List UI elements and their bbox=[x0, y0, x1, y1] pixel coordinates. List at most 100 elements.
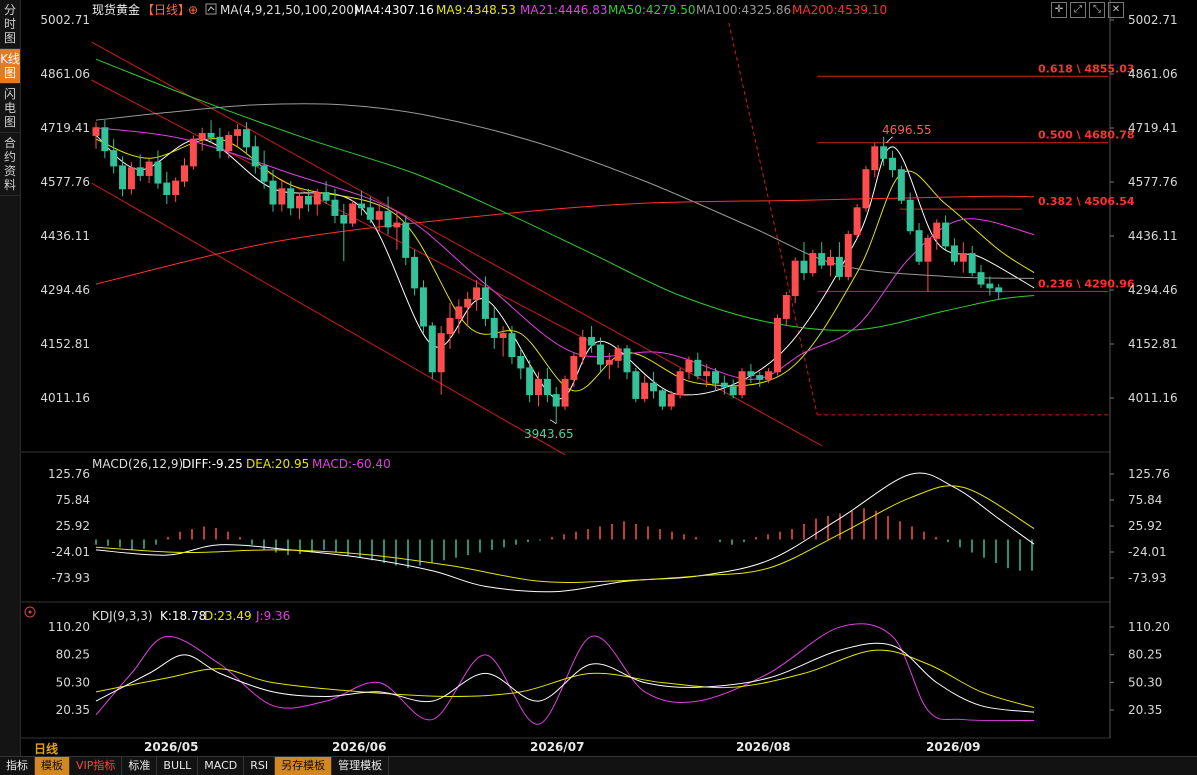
tab-timeshare[interactable]: 分时图 bbox=[0, 0, 20, 49]
standard-button[interactable]: 标准 bbox=[122, 757, 158, 775]
candle-down bbox=[596, 344, 604, 365]
price-tick-label-left: 4436.11 bbox=[40, 229, 90, 243]
candle-up bbox=[473, 287, 481, 300]
candle-down bbox=[260, 165, 268, 182]
candle-down bbox=[658, 390, 666, 407]
candle-up bbox=[198, 132, 206, 140]
template-button[interactable]: 模板 bbox=[35, 757, 70, 775]
candle-down bbox=[110, 150, 118, 167]
candle-down bbox=[154, 161, 162, 184]
candle-down bbox=[428, 325, 436, 373]
ma9-line bbox=[95, 138, 1035, 392]
candle-down bbox=[942, 222, 950, 247]
ma-settings-icon[interactable] bbox=[205, 3, 217, 15]
ma-params: MA(4,9,21,50,100,200) bbox=[220, 3, 359, 17]
candle-up bbox=[375, 211, 383, 220]
date-label-jun: 2026/06 bbox=[332, 740, 386, 754]
kdj-tick-label-left: 50.30 bbox=[56, 675, 90, 689]
fib-level-label: 0.382 \ 4506.54 bbox=[1038, 195, 1135, 208]
bull-button[interactable]: BULL bbox=[157, 757, 199, 775]
candle-up bbox=[782, 295, 790, 319]
candle-up bbox=[685, 359, 693, 373]
candle-down bbox=[358, 203, 365, 209]
candle-up bbox=[959, 253, 967, 262]
window-controls: ✛ ⤢ ⤡ ✕ bbox=[1051, 2, 1124, 18]
kdj-k-line bbox=[95, 642, 1035, 713]
price-tick-label-left: 4294.46 bbox=[40, 283, 90, 297]
fib-level-label: 0.500 \ 4680.78 bbox=[1038, 129, 1135, 142]
tab-flash[interactable]: 闪电图 bbox=[0, 84, 20, 133]
tab-kline[interactable]: K线图 bbox=[0, 49, 20, 84]
low-marker bbox=[549, 419, 557, 425]
kdj-tick-label-left: 110.20 bbox=[48, 620, 90, 634]
candle-down bbox=[720, 382, 728, 388]
candle-up bbox=[455, 306, 463, 319]
candle-up bbox=[667, 394, 675, 407]
price-tick-label-right: 4861.06 bbox=[1128, 67, 1178, 81]
candle-down bbox=[251, 146, 259, 167]
candle-down bbox=[712, 371, 719, 384]
candle-down bbox=[977, 272, 985, 285]
candle-up bbox=[614, 348, 622, 361]
candle-down bbox=[650, 382, 658, 392]
indicator-menu-icon[interactable] bbox=[24, 606, 36, 618]
candle-up bbox=[579, 336, 587, 358]
period-indicator: 日线 bbox=[34, 741, 58, 756]
candle-up bbox=[92, 127, 100, 136]
candle-down bbox=[995, 287, 1003, 293]
collapse-icon[interactable]: ⤡ bbox=[1089, 2, 1105, 18]
candle-down bbox=[481, 287, 489, 319]
candle-down bbox=[543, 378, 551, 396]
kdj-k-label: K:18.78 bbox=[160, 609, 206, 623]
candle-down bbox=[242, 129, 250, 148]
candle-up bbox=[464, 298, 472, 308]
candle-down bbox=[119, 165, 127, 190]
expand-icon[interactable]: ⤢ bbox=[1070, 2, 1086, 18]
candle-up bbox=[127, 167, 135, 190]
macd-tick-label-right: 25.92 bbox=[1128, 519, 1162, 533]
candle-up bbox=[871, 146, 879, 171]
ma50-line bbox=[95, 58, 1035, 331]
candle-up bbox=[437, 333, 445, 373]
candle-down bbox=[915, 230, 923, 262]
chart-area[interactable]: 0.618 \ 4855.03 0.500 \ 4680.78 0.382 \ 45… bbox=[20, 0, 1197, 756]
rsi-button[interactable]: RSI bbox=[244, 757, 276, 775]
candle-up bbox=[791, 260, 799, 297]
add-icon[interactable]: ⊕ bbox=[188, 3, 198, 17]
candle-up bbox=[570, 356, 578, 380]
candle-up bbox=[765, 371, 773, 380]
vip-indicator-button[interactable]: VIP指标 bbox=[70, 757, 123, 775]
indicator-button[interactable]: 指标 bbox=[0, 757, 35, 775]
close-icon[interactable]: ✕ bbox=[1108, 2, 1124, 18]
candle-down bbox=[968, 253, 976, 274]
candle-down bbox=[747, 371, 755, 377]
candle-up bbox=[145, 161, 153, 176]
date-label-aug: 2026/08 bbox=[736, 740, 790, 754]
candle-down bbox=[800, 260, 808, 274]
macd-button[interactable]: MACD bbox=[198, 757, 245, 775]
channel-lower-line bbox=[91, 182, 566, 456]
candles bbox=[92, 120, 1003, 425]
candle-up bbox=[853, 207, 861, 236]
kdj-tick-label-right: 50.30 bbox=[1128, 675, 1162, 689]
candle-up bbox=[181, 165, 188, 182]
sidebar: 分时图 K线图 闪电图 合约资料 bbox=[0, 0, 21, 756]
macd-tick-label-right: -73.93 bbox=[1128, 571, 1167, 585]
macd-tick-label-left: -73.93 bbox=[51, 571, 90, 585]
save-template-button[interactable]: 另存模板 bbox=[275, 757, 333, 775]
candle-down bbox=[136, 167, 144, 176]
macd-diff-line bbox=[95, 472, 1035, 593]
candle-down bbox=[402, 222, 410, 258]
price-tick-label-right: 4719.41 bbox=[1128, 121, 1178, 135]
kdj-tick-label-left: 80.25 bbox=[56, 648, 90, 662]
tab-contract-info[interactable]: 合约资料 bbox=[0, 133, 20, 196]
price-tick-label-right: 4436.11 bbox=[1128, 229, 1178, 243]
macd-diff-label: DIFF:-9.25 bbox=[182, 457, 243, 471]
ma4-label: MA4:4307.16 bbox=[354, 3, 434, 17]
manage-template-button[interactable]: 管理模板 bbox=[332, 757, 390, 775]
kdj-title: KDJ(9,3,3) bbox=[92, 609, 153, 623]
candle-up bbox=[313, 192, 321, 205]
crosshair-icon[interactable]: ✛ bbox=[1051, 2, 1067, 18]
candle-up bbox=[933, 222, 941, 239]
candle-up bbox=[535, 378, 542, 396]
